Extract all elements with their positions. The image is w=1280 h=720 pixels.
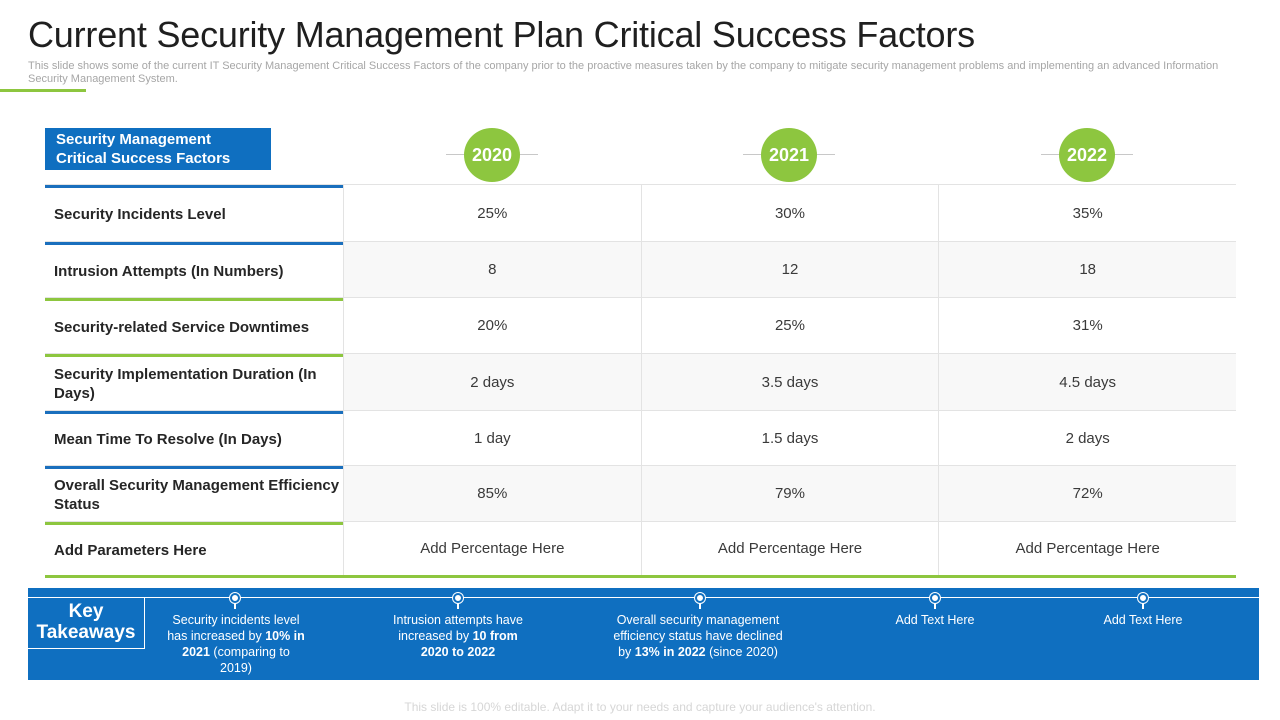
location-pin-icon (453, 593, 463, 609)
table-row: Security-related Service Downtimes 20% 2… (45, 297, 1236, 353)
table-header-label: Security Management Critical Success Fac… (45, 128, 271, 170)
location-pin-icon (1138, 593, 1148, 609)
row-label: Add Parameters Here (45, 522, 343, 575)
cell-2020: 25% (342, 185, 641, 241)
footer-note: This slide is 100% editable. Adapt it to… (404, 700, 876, 714)
takeaway-text: Security incidents level has increased b… (167, 613, 300, 643)
table-row: Add Parameters Here Add Percentage Here … (45, 521, 1236, 578)
key-takeaways-heading-line2: Takeaways (36, 622, 136, 643)
cell-2022: 18 (938, 242, 1236, 297)
takeaway-text: Add Text Here (895, 613, 975, 627)
cell-2021: Add Percentage Here (640, 522, 939, 575)
cell-2020: 8 (342, 242, 641, 297)
takeaway-item: Security incidents level has increased b… (166, 612, 306, 676)
cell-2021: 79% (640, 466, 939, 521)
year-header-2022: 2022 (1041, 128, 1133, 182)
success-factors-table: Security Incidents Level 25% 30% 35% Int… (45, 184, 1236, 578)
table-row: Overall Security Management Efficiency S… (45, 465, 1236, 521)
takeaway-item: Add Text Here (1083, 612, 1203, 628)
page-subtitle: This slide shows some of the current IT … (28, 60, 1219, 85)
cell-2022: 2 days (938, 411, 1236, 465)
takeaway-text: Add Text Here (1103, 613, 1183, 627)
year-circle: 2022 (1059, 128, 1115, 182)
cell-2022: 31% (938, 298, 1236, 353)
year-circle: 2020 (464, 128, 520, 182)
cell-2022: 4.5 days (938, 354, 1236, 410)
takeaway-item: Intrusion attempts have increased by 10 … (388, 612, 528, 660)
table-header-label-line1: Security Management (56, 131, 212, 148)
cell-2021: 12 (640, 242, 939, 297)
row-label: Overall Security Management Efficiency S… (45, 466, 343, 521)
table-row: Intrusion Attempts (In Numbers) 8 12 18 (45, 241, 1236, 297)
year-header-2021: 2021 (743, 128, 835, 182)
takeaway-text: Overall security management efficiency s… (613, 613, 783, 659)
cell-2020: 85% (342, 466, 641, 521)
year-circle: 2021 (761, 128, 817, 182)
year-header-2020: 2020 (446, 128, 538, 182)
cell-2020: 20% (342, 298, 641, 353)
cell-2020: Add Percentage Here (342, 522, 641, 575)
takeaway-text: Intrusion attempts have increased by (393, 613, 523, 643)
takeaway-highlight: 10 from 2020 to 2022 (420, 629, 518, 659)
row-label: Security Implementation Duration (In Day… (45, 354, 343, 410)
takeaway-note: (since 2020) (709, 645, 778, 659)
key-takeaways-heading: Key Takeaways (28, 597, 145, 649)
key-takeaways-heading-line1: Key (68, 601, 104, 622)
cell-2020: 2 days (342, 354, 641, 410)
cell-2022: 35% (938, 185, 1236, 241)
cell-2021: 30% (640, 185, 939, 241)
cell-2021: 3.5 days (640, 354, 939, 410)
location-pin-icon (695, 593, 705, 609)
page-title: Current Security Management Plan Critica… (28, 14, 975, 55)
row-label: Mean Time To Resolve (In Days) (45, 411, 343, 465)
cell-2021: 1.5 days (640, 411, 939, 465)
table-row: Security Implementation Duration (In Day… (45, 353, 1236, 410)
table-row: Mean Time To Resolve (In Days) 1 day 1.5… (45, 410, 1236, 465)
cell-2022: Add Percentage Here (938, 522, 1236, 575)
location-pin-icon (230, 593, 240, 609)
row-label: Security Incidents Level (45, 185, 343, 241)
takeaway-highlight: 10% in 2021 (182, 629, 305, 659)
table-header-label-line2: Critical Success Factors (56, 150, 231, 167)
takeaway-item: Add Text Here (875, 612, 995, 628)
takeaway-highlight: 13% in 2022 (634, 645, 706, 659)
row-label: Intrusion Attempts (In Numbers) (45, 242, 343, 297)
key-takeaways-band: Key Takeaways Security incidents level h… (28, 588, 1259, 680)
cell-2020: 1 day (342, 411, 641, 465)
row-label: Security-related Service Downtimes (45, 298, 343, 353)
cell-2021: 25% (640, 298, 939, 353)
location-pin-icon (930, 593, 940, 609)
takeaway-note: (comparing to 2019) (213, 645, 290, 675)
takeaway-item: Overall security management efficiency s… (610, 612, 786, 660)
cell-2022: 72% (938, 466, 1236, 521)
title-accent-line (0, 89, 86, 92)
table-row: Security Incidents Level 25% 30% 35% (45, 184, 1236, 241)
